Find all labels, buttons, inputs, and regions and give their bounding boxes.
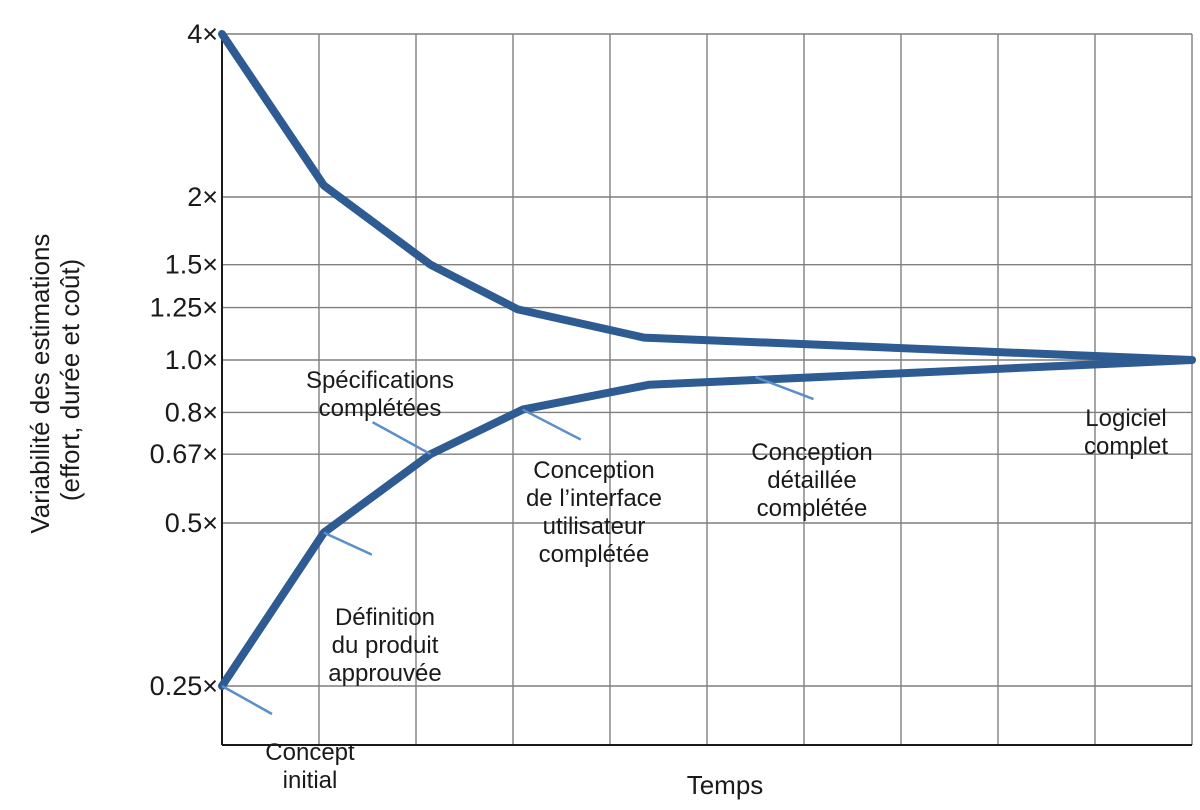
milestone-label-line: complet <box>1084 433 1168 460</box>
milestone-label-line: Spécifications <box>306 367 454 394</box>
y-tick-label: 0.25× <box>150 671 218 701</box>
milestone-label-line: initial <box>283 767 338 794</box>
milestone-label: Concept initial <box>265 739 355 794</box>
milestone-label: Spécifications complétées <box>306 367 454 422</box>
milestone-label-line: Définition <box>335 604 435 631</box>
milestone-pointer <box>221 684 273 716</box>
milestone-label-line: approuvée <box>328 660 441 687</box>
milestone-label: Conception détaillée complétée <box>751 439 872 522</box>
y-tick-label: 4× <box>187 19 218 49</box>
milestone-pointer <box>755 375 814 401</box>
y-tick-label: 0.8× <box>165 397 218 427</box>
y-tick-label: 2× <box>187 182 218 212</box>
milestone-pointer <box>371 421 432 456</box>
y-tick-label: 1.5× <box>165 250 218 280</box>
milestone-label: Logiciel complet <box>1084 405 1168 460</box>
milestone-label-line: Conception <box>751 439 872 466</box>
y-tick-label: 1.0× <box>165 345 218 375</box>
y-tick-label: 0.5× <box>165 508 218 538</box>
upper-bound-line <box>218 30 1196 364</box>
milestone-label-line: du produit <box>332 632 439 659</box>
lower-bound-line <box>218 356 1196 690</box>
milestone-label-line: complétée <box>757 495 868 522</box>
milestone-pointer <box>522 408 582 441</box>
milestone-label-line: utilisateur <box>543 513 646 540</box>
axes <box>221 34 1192 746</box>
grid <box>222 33 1193 745</box>
milestone-label-line: Logiciel <box>1085 405 1166 432</box>
y-axis-title-line-2: (effort, durée et coût) <box>55 259 85 501</box>
milestone-label: Définition du produit approuvée <box>328 604 441 687</box>
y-ticks: 4× 2× 1.5× 1.25× 1.0× 0.8× 0.67× 0.5× 0.25× <box>150 19 218 701</box>
milestone-labels: Concept initial Définition du produit approu… <box>265 367 1168 794</box>
milestone-label-line: de l’interface <box>526 485 662 512</box>
milestone-label-line: détaillée <box>767 467 856 494</box>
milestone-pointers <box>221 375 814 716</box>
milestone-label-line: complétées <box>319 395 442 422</box>
y-tick-label: 0.67× <box>150 439 218 469</box>
y-axis-title: Variabilité des estimations (effort, dur… <box>25 226 85 533</box>
x-axis-title: Temps <box>687 770 764 800</box>
milestone-label-line: Concept <box>265 739 355 766</box>
milestone-pointer <box>323 531 373 556</box>
series <box>218 30 1196 690</box>
y-tick-label: 1.25× <box>150 293 218 323</box>
y-axis-title-line-1: Variabilité des estimations <box>25 234 55 534</box>
milestone-label-line: complétée <box>539 541 650 568</box>
milestone-label-line: Conception <box>533 457 654 484</box>
milestone-label: Conception de l’interface utilisateur compl… <box>526 457 662 568</box>
